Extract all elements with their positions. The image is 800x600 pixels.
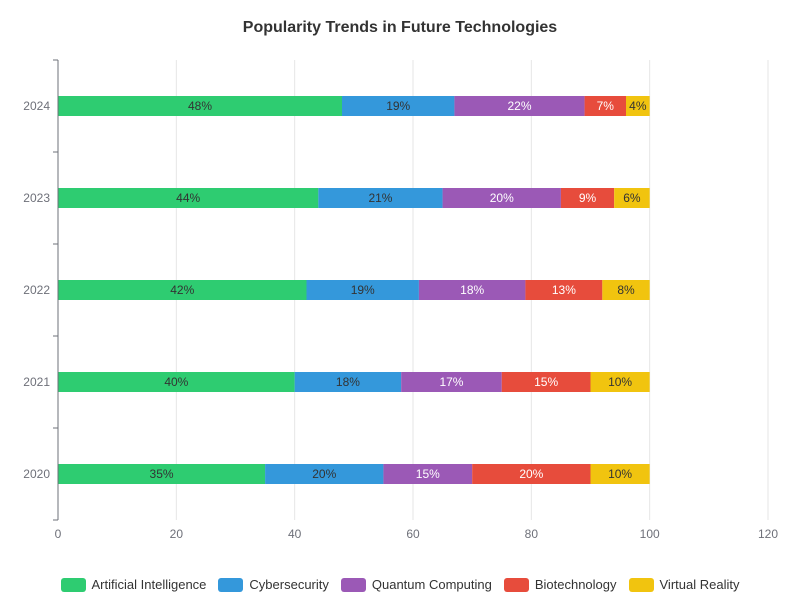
- data-label: 10%: [608, 375, 632, 389]
- bar-segment: [590, 372, 650, 392]
- legend-item[interactable]: Biotechnology: [503, 577, 617, 592]
- x-tick-label: 0: [55, 527, 62, 541]
- data-label: 40%: [164, 375, 188, 389]
- bar-segment: [442, 188, 561, 208]
- bar-segment: [58, 96, 342, 116]
- legend-label: Quantum Computing: [371, 577, 492, 592]
- legend: Artificial Intelligence Cybersecurity Quan…: [0, 577, 800, 592]
- data-label: 17%: [439, 375, 463, 389]
- legend-swatch: [60, 577, 86, 592]
- legend-label: Biotechnology: [534, 577, 617, 592]
- x-tick-label: 60: [406, 527, 420, 541]
- bar-segment: [602, 280, 650, 300]
- bar-segment: [342, 96, 455, 116]
- legend-item[interactable]: Quantum Computing: [340, 577, 492, 592]
- bar-segment: [58, 464, 266, 484]
- bar-segment: [626, 96, 650, 116]
- legend-item[interactable]: Artificial Intelligence: [60, 577, 207, 592]
- axes-group: 0 20 40 60 80 100 120 2020 2021 2022 2023 2024: [23, 59, 778, 541]
- data-label: 13%: [552, 283, 576, 297]
- bar-segment: [58, 372, 295, 392]
- data-label: 18%: [336, 375, 360, 389]
- bar-segment: [614, 188, 650, 208]
- x-tick-label: 40: [288, 527, 302, 541]
- chart-svg: Popularity Trends in Future Technologies…: [23, 19, 778, 541]
- legend-label: Cybersecurity: [249, 577, 329, 592]
- data-label: 4%: [629, 99, 647, 113]
- data-label: 19%: [351, 283, 375, 297]
- legend-item[interactable]: Cybersecurity: [218, 577, 329, 592]
- legend-swatch: [218, 577, 244, 592]
- legend-item[interactable]: Virtual Reality: [628, 577, 740, 592]
- bar-segment: [318, 188, 443, 208]
- y-tick-label: 2024: [23, 99, 50, 113]
- data-label: 18%: [460, 283, 484, 297]
- data-label: 44%: [176, 191, 200, 205]
- data-label: 10%: [608, 467, 632, 481]
- data-label: 48%: [188, 99, 212, 113]
- bar-segment: [418, 280, 526, 300]
- data-label: 20%: [519, 467, 543, 481]
- bars-group: 35% 20% 15% 20% 10% 40% 18% 17% 15% 10% 42% 19% 18% 1…: [58, 96, 650, 484]
- x-tick-label: 80: [525, 527, 539, 541]
- bar-segment: [265, 464, 384, 484]
- x-tick-label: 120: [758, 527, 778, 541]
- legend-swatch: [503, 577, 529, 592]
- data-label: 7%: [597, 99, 615, 113]
- bar-segment: [306, 280, 419, 300]
- y-tick-label: 2022: [23, 283, 50, 297]
- bar-segment: [501, 372, 591, 392]
- data-label: 15%: [416, 467, 440, 481]
- y-tick-label: 2020: [23, 467, 50, 481]
- bar-segment: [472, 464, 591, 484]
- data-label: 21%: [368, 191, 392, 205]
- bar-segment: [401, 372, 502, 392]
- bar-segment: [590, 464, 650, 484]
- data-label: 20%: [490, 191, 514, 205]
- data-label: 9%: [579, 191, 597, 205]
- x-tick-label: 100: [640, 527, 660, 541]
- bar-segment: [454, 96, 585, 116]
- bar-segment: [383, 464, 473, 484]
- data-label: 19%: [386, 99, 410, 113]
- data-label: 8%: [617, 283, 635, 297]
- legend-label: Virtual Reality: [659, 577, 740, 592]
- y-tick-label: 2021: [23, 375, 50, 389]
- bar-segment: [525, 280, 603, 300]
- data-label: 6%: [623, 191, 641, 205]
- legend-label: Artificial Intelligence: [91, 577, 207, 592]
- data-label: 15%: [534, 375, 558, 389]
- chart-title: Popularity Trends in Future Technologies: [243, 19, 558, 36]
- data-label: 22%: [507, 99, 531, 113]
- data-label: 35%: [150, 467, 174, 481]
- bar-segment: [584, 96, 626, 116]
- bar-segment: [560, 188, 615, 208]
- bar-segment: [58, 188, 319, 208]
- data-label: 20%: [312, 467, 336, 481]
- bar-segment: [58, 280, 307, 300]
- data-label: 42%: [170, 283, 194, 297]
- legend-swatch: [340, 577, 366, 592]
- x-tick-label: 20: [170, 527, 184, 541]
- bar-segment: [294, 372, 402, 392]
- legend-swatch: [628, 577, 654, 592]
- y-tick-label: 2023: [23, 191, 50, 205]
